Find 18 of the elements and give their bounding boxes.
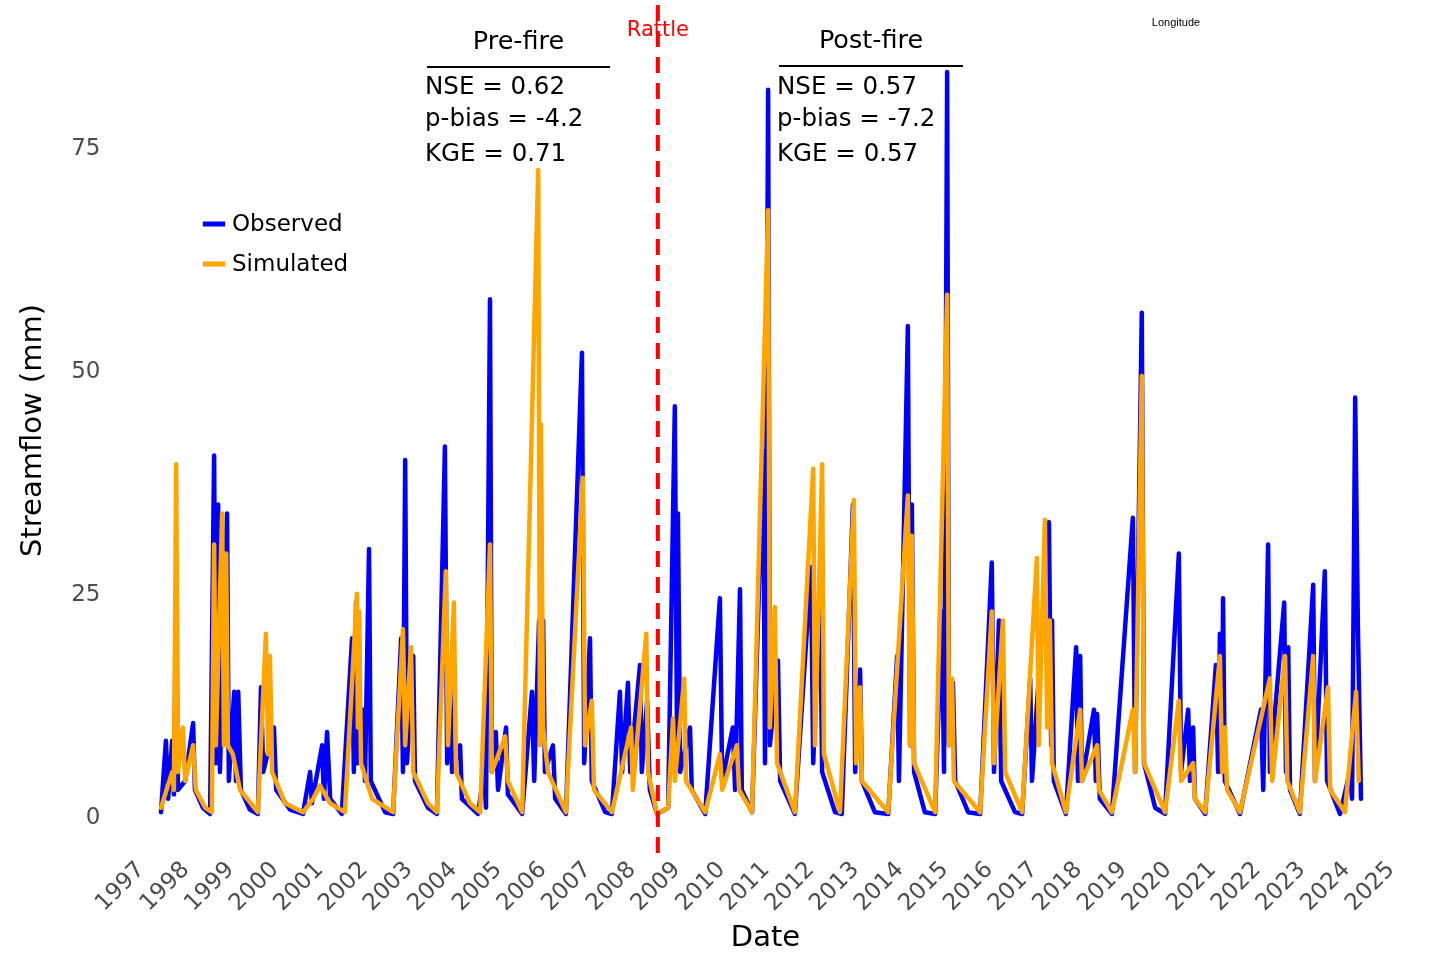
y-tick-label: 0 — [85, 803, 101, 830]
y-tick-label: 50 — [71, 357, 101, 384]
y-tick-label: 75 — [71, 134, 101, 161]
legend-label: Observed — [232, 210, 343, 236]
annotation: Post-fire — [779, 24, 963, 67]
annotation: NSE = 0.62 — [425, 71, 566, 100]
x-axis-title: Date — [730, 919, 801, 954]
annotation: Pre-fire — [427, 25, 610, 68]
legend-label: Simulated — [232, 250, 349, 276]
annotation: NSE = 0.57 — [777, 71, 918, 100]
y-axis-title: Streamflow (mm) — [14, 304, 49, 557]
annotation: p-bias = -7.2 — [777, 103, 936, 132]
annotation: KGE = 0.57 — [777, 138, 919, 167]
annotation: KGE = 0.71 — [425, 138, 567, 167]
annotation: Longitude — [1151, 16, 1201, 28]
y-tick-label: 25 — [71, 580, 101, 607]
ref-line-label: Rattle — [626, 17, 689, 41]
annotation: p-bias = -4.2 — [425, 103, 584, 132]
